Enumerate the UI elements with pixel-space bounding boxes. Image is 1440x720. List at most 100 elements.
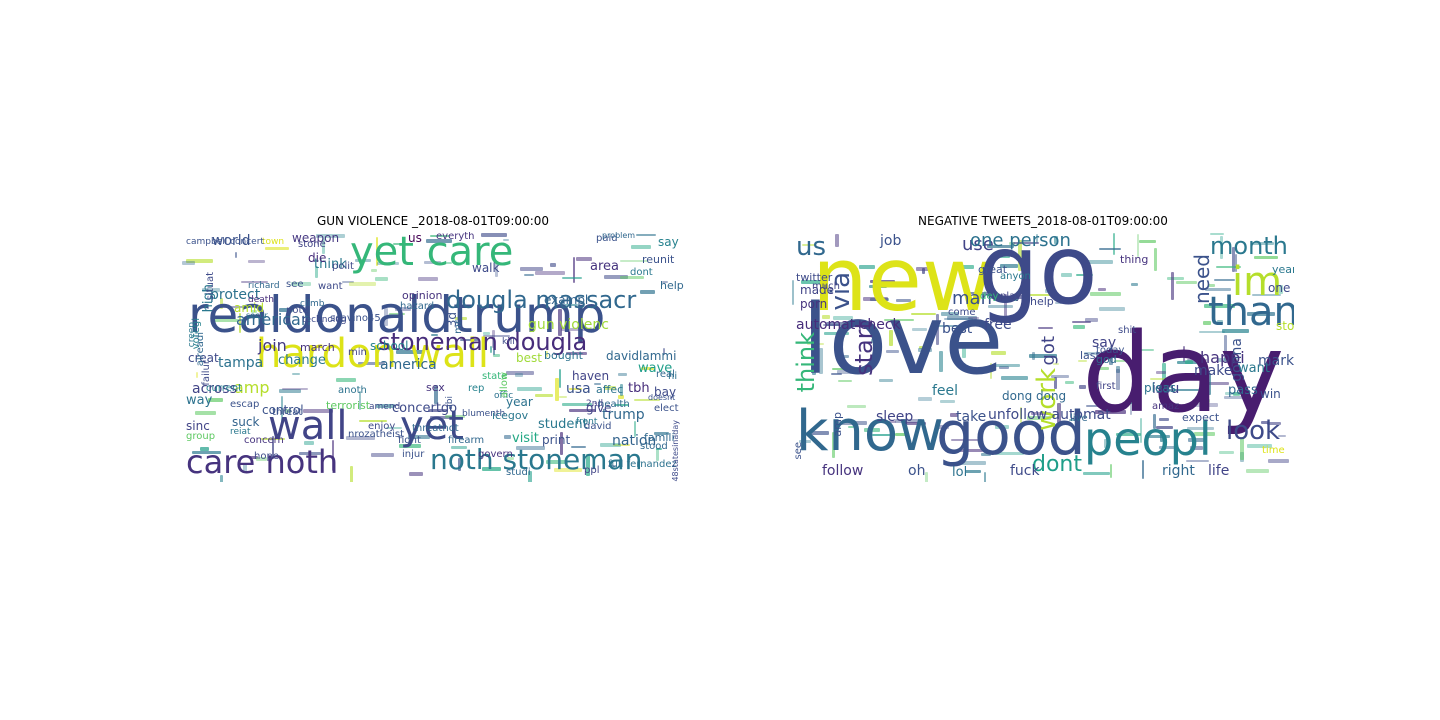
cloud-word: hardon wall: [256, 331, 489, 377]
filler-mark: [1205, 288, 1231, 291]
filler-mark: [493, 354, 500, 357]
cloud-word: famili: [644, 431, 675, 444]
cloud-word: bought: [544, 349, 583, 362]
filler-mark: [256, 457, 267, 461]
filler-mark: [1246, 469, 1269, 473]
cloud-word: enjoy: [368, 421, 396, 432]
cloud-word: unfollow automat: [988, 407, 1111, 423]
filler-mark: [1254, 256, 1278, 259]
filler-mark: [1104, 439, 1108, 448]
filler-mark: [377, 262, 399, 265]
filler-mark: [1225, 392, 1247, 395]
filler-mark: [959, 449, 983, 452]
cloud-word: right: [1162, 463, 1195, 479]
cloud-word: walk: [472, 261, 500, 275]
filler-mark: [515, 373, 523, 377]
filler-mark: [371, 453, 394, 457]
right-word-cloud: newlovegodayknowgoodpeoplthankimmonthusv…: [792, 232, 1294, 482]
cloud-word: opinion: [402, 289, 443, 302]
filler-mark: [1205, 388, 1207, 395]
filler-mark: [1268, 459, 1289, 463]
filler-mark: [916, 267, 935, 271]
cloud-word: anoth: [338, 385, 367, 396]
cloud-word: issu: [1152, 381, 1180, 397]
cloud-word: anyon: [1000, 271, 1031, 282]
filler-mark: [620, 276, 644, 279]
filler-mark: [248, 260, 265, 263]
filler-mark: [1176, 281, 1197, 284]
cloud-word: die: [308, 251, 327, 265]
filler-mark: [1090, 292, 1121, 296]
cloud-word: know: [796, 399, 944, 464]
filler-mark: [895, 433, 909, 436]
cloud-word: see: [286, 279, 304, 290]
cloud-word: im: [1232, 259, 1283, 305]
filler-mark: [1160, 430, 1163, 442]
filler-mark: [1267, 422, 1281, 425]
filler-mark: [663, 348, 665, 355]
cloud-word: control: [262, 403, 304, 417]
filler-mark: [399, 444, 421, 448]
cloud-word: sinc: [186, 419, 210, 433]
filler-mark: [483, 335, 510, 337]
cloud-word: rep: [468, 383, 485, 394]
filler-mark: [1170, 355, 1185, 357]
cloud-word: nation: [612, 433, 657, 449]
filler-mark: [995, 425, 1009, 429]
filler-mark: [1079, 385, 1086, 389]
filler-mark: [1139, 240, 1156, 243]
cloud-word: say: [658, 235, 679, 249]
cloud-word: stone: [298, 239, 326, 250]
cloud-word: lol: [952, 465, 968, 480]
filler-mark: [919, 346, 925, 349]
cloud-word: expect: [1182, 411, 1220, 424]
cloud-word: see: [793, 442, 804, 460]
filler-mark: [1220, 236, 1223, 259]
cloud-word: problem: [602, 232, 636, 240]
cloud-word: allow: [499, 372, 510, 398]
filler-mark: [1073, 325, 1085, 329]
filler-mark: [870, 280, 895, 283]
filler-mark: [1031, 412, 1051, 415]
filler-mark: [857, 277, 859, 306]
cloud-word: polit: [332, 261, 354, 272]
cloud-word: look: [1226, 416, 1281, 446]
filler-mark: [1188, 438, 1204, 442]
cloud-word: affec: [596, 383, 624, 396]
filler-mark: [315, 266, 318, 278]
cloud-word: richard: [248, 281, 280, 291]
cloud-word: happi: [1200, 348, 1245, 367]
filler-mark: [546, 460, 568, 464]
filler-mark: [408, 435, 430, 439]
cloud-word: one person: [970, 232, 1071, 251]
filler-mark: [990, 363, 992, 379]
filler-mark: [1113, 233, 1115, 255]
filler-mark: [620, 260, 648, 262]
cloud-word: haven: [572, 369, 610, 383]
filler-mark: [634, 399, 660, 401]
filler-mark: [1009, 242, 1015, 245]
filler-mark: [641, 367, 654, 370]
filler-mark: [430, 235, 450, 237]
cloud-word: play: [1000, 291, 1022, 302]
filler-mark: [1232, 247, 1235, 272]
cloud-word: us: [796, 232, 827, 262]
filler-mark: [1190, 446, 1203, 450]
filler-mark: [517, 387, 542, 391]
cloud-word: exampl: [544, 293, 589, 307]
filler-mark: [1018, 240, 1022, 271]
filler-mark: [430, 416, 453, 419]
filler-mark: [889, 330, 893, 346]
cloud-word: thank: [1208, 289, 1294, 335]
filler-mark: [1098, 288, 1106, 291]
filler-mark: [1171, 272, 1174, 300]
filler-mark: [279, 308, 293, 312]
filler-mark: [1207, 373, 1211, 395]
filler-mark: [1022, 294, 1051, 296]
cloud-word: note: [286, 305, 309, 316]
filler-mark: [984, 472, 986, 482]
filler-mark: [196, 372, 198, 378]
filler-mark: [208, 398, 223, 402]
filler-mark: [393, 243, 404, 245]
filler-mark: [869, 285, 887, 288]
